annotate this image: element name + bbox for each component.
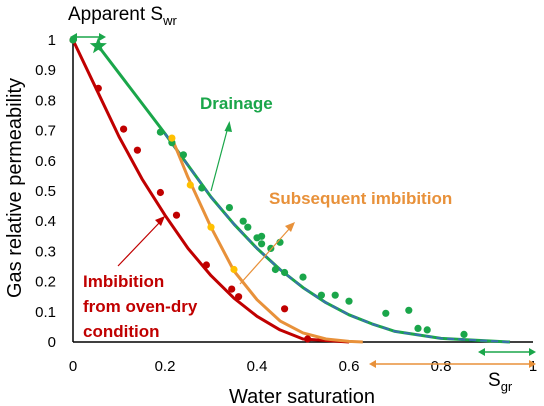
- fits-layer: [71, 39, 511, 344]
- imbibition-pointer-head: [155, 216, 165, 226]
- subsequent-pointer-head: [285, 222, 295, 232]
- apparent-swr-subscript: wr: [162, 13, 177, 28]
- sgr-drainage-arrowhead-right: [529, 348, 536, 356]
- imbibition-point: [133, 146, 141, 154]
- drainage-point: [299, 273, 307, 281]
- imbibition-point: [281, 305, 289, 313]
- subsequent-point: [207, 223, 215, 231]
- x-tick-label: 1: [529, 358, 537, 375]
- sgr-imbibition-arrowhead-right: [529, 360, 536, 368]
- imbibition-pointer: [117, 221, 161, 267]
- drainage-point: [225, 204, 233, 212]
- imbibition-label-line2: from oven-dry: [83, 297, 198, 316]
- imbibition-point: [172, 211, 181, 219]
- drainage-point: [258, 232, 266, 240]
- imbibition-label-line1: Imbibition: [83, 272, 164, 291]
- x-tick-label: 0.6: [339, 358, 360, 375]
- x-tick-label: 0.4: [247, 358, 268, 375]
- sgr-drainage-arrowhead-left: [478, 348, 485, 356]
- apparent-swr-label: Apparent Swr: [68, 4, 177, 28]
- x-tick-label: 0.2: [155, 358, 176, 375]
- y-tick-label: 0.3: [35, 243, 56, 260]
- drainage-label: Drainage: [200, 94, 273, 113]
- drainage-point: [156, 128, 164, 136]
- drainage-point: [317, 291, 325, 299]
- x-tick-label: 0: [69, 358, 77, 375]
- imbibition-label-line3: condition: [83, 322, 159, 341]
- drainage-point: [331, 291, 339, 299]
- imbibition-point: [202, 261, 210, 269]
- sgr-label: Sgr: [488, 370, 513, 394]
- drainage-point: [382, 309, 390, 317]
- imbibition-point: [156, 188, 164, 197]
- subsequent-point: [186, 181, 194, 189]
- y-tick-label: 0.8: [35, 92, 56, 109]
- y-tick-label: 0: [48, 334, 56, 351]
- subsequent-label: Subsequent imbibition: [269, 189, 452, 208]
- y-tick-label: 1: [48, 32, 56, 49]
- ticks-layer: 0 0.2 0.4 0.6 0.8 1 0 0.1 0.2 0.3 0.4 0.5 0.6 0.7 0.8 0…: [35, 32, 537, 375]
- drainage-point: [281, 268, 289, 277]
- drainage-point: [198, 184, 206, 192]
- drainage-point: [405, 306, 413, 314]
- subsequent-fit-line: [170, 137, 363, 344]
- drainage-pointer: [210, 126, 229, 192]
- y-tick-label: 0.9: [35, 62, 56, 79]
- subsequent-point: [168, 134, 176, 142]
- y-tick-label: 0.5: [35, 183, 56, 200]
- subsequent-point: [230, 265, 238, 274]
- imbibition-point: [235, 293, 243, 301]
- sgr-text: S: [488, 370, 501, 391]
- y-tick-label: 0.4: [35, 213, 56, 230]
- subsequent-pointer: [239, 227, 291, 285]
- drainage-point: [258, 240, 266, 248]
- imbibition-point: [304, 335, 312, 343]
- drainage-point: [423, 326, 431, 334]
- imbibition-point: [228, 285, 236, 293]
- drainage-point: [271, 265, 279, 274]
- apparent-swr-arrowhead-right: [99, 33, 106, 41]
- y-tick-label: 0.6: [35, 153, 56, 170]
- drainage-point: [345, 297, 353, 305]
- y-tick-label: 0.7: [35, 123, 56, 140]
- x-tick-label: 0.8: [431, 358, 452, 375]
- imbibition-label: Imbibition from oven-dry condition: [83, 272, 202, 341]
- drainage-point: [239, 217, 247, 225]
- drainage-point: [244, 223, 252, 231]
- y-axis-title: Gas relative permeability: [4, 78, 26, 298]
- imbibition-point: [120, 125, 128, 133]
- drainage-pointer-head: [224, 121, 232, 132]
- apparent-swr-text: Apparent S: [68, 4, 163, 25]
- drainage-point: [414, 324, 422, 332]
- x-axis-title: Water saturation: [229, 386, 375, 406]
- apparent-swr-star: [89, 37, 107, 54]
- imbibition-point: [94, 84, 102, 92]
- drainage-point: [179, 151, 187, 159]
- drainage-dashed-fit-line: [164, 133, 511, 343]
- drainage-point: [460, 330, 468, 338]
- imbibition-fit-line: [71, 39, 350, 344]
- apparent-swr-arrowhead-left: [70, 33, 77, 41]
- sgr-imbibition-arrowhead-left: [369, 360, 376, 368]
- sgr-subscript: gr: [501, 379, 513, 394]
- y-tick-label: 0.2: [35, 274, 56, 291]
- points-layer: [69, 36, 468, 343]
- y-tick-label: 0.1: [35, 304, 56, 321]
